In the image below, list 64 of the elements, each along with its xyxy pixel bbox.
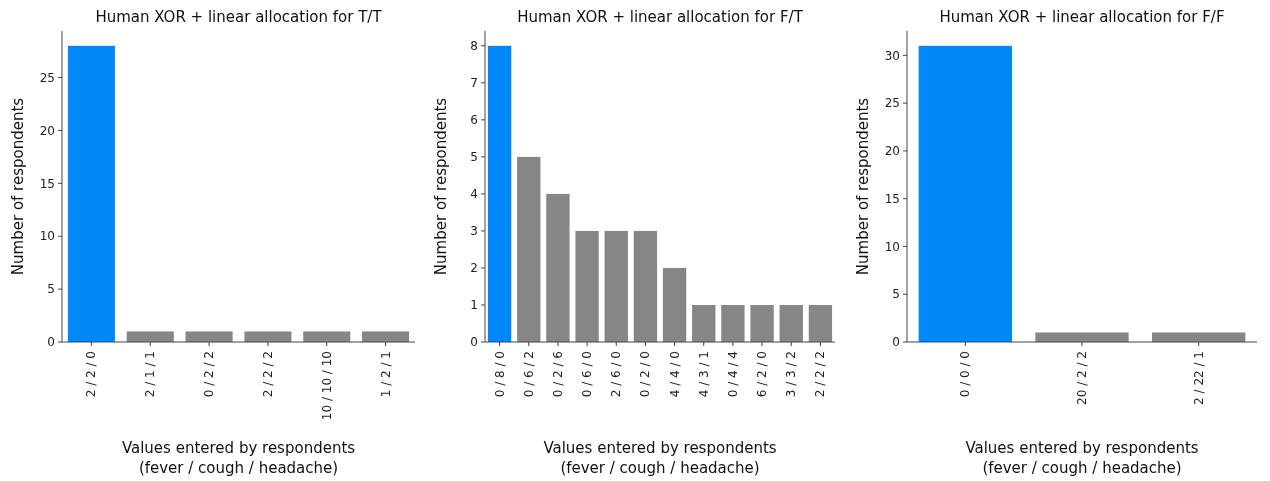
y-tick-label: 7	[470, 76, 478, 91]
y-tick-label: 5	[47, 282, 55, 297]
x-tick-label: 4 / 3 / 1	[696, 351, 711, 398]
bar	[604, 230, 628, 342]
x-tick-label: 0 / 6 / 0	[580, 351, 595, 398]
x-tick-label: 0 / 8 / 0	[492, 351, 507, 398]
x-tick-label: 1 / 2 / 1	[378, 351, 393, 398]
x-tick-label: 0 / 2 / 6	[550, 351, 565, 398]
y-tick-label: 6	[470, 113, 478, 128]
y-axis-title: Number of respondents	[9, 97, 27, 276]
y-axis-title: Number of respondents	[854, 97, 872, 276]
x-tick-label: 2 / 6 / 0	[609, 351, 624, 398]
y-tick-label: 30	[884, 48, 900, 63]
x-tick-label: 2 / 2 / 2	[260, 351, 275, 398]
y-tick-label: 1	[470, 298, 478, 313]
x-axis-title: Values entered by respondents (fever / cough / headache)	[543, 439, 777, 477]
x-tick-label: 0 / 2 / 0	[638, 351, 653, 398]
x-axis-title: Values entered by respondents (fever / cough / headache)	[965, 439, 1199, 477]
y-tick-label: 5	[892, 287, 900, 302]
bar	[517, 156, 541, 342]
y-tick-label: 10	[39, 229, 55, 244]
y-tick-label: 20	[39, 123, 55, 138]
bar	[779, 304, 803, 342]
y-tick-label: 15	[884, 191, 900, 206]
x-tick-label: 2 / 1 / 1	[143, 351, 158, 398]
y-tick-label: 0	[892, 335, 900, 350]
chart-title: Human XOR + linear allocation for T/T	[95, 8, 383, 26]
y-tick-label: 15	[39, 176, 55, 191]
bar	[633, 230, 658, 342]
x-tick-label: 2 / 2 / 2	[813, 351, 828, 398]
y-tick-label: 10	[884, 239, 900, 254]
x-tick-label: 2 / 22 / 1	[1191, 351, 1206, 405]
y-tick-label: 25	[884, 96, 900, 111]
y-tick-label: 4	[470, 187, 478, 202]
y-tick-label: 2	[470, 261, 478, 276]
bar	[750, 304, 774, 342]
y-tick-label: 5	[470, 150, 478, 165]
x-tick-label: 3 / 3 / 2	[784, 351, 799, 398]
x-tick-label: 10 / 10 / 10	[319, 351, 334, 421]
y-tick-label: 0	[470, 335, 478, 350]
y-tick-label: 0	[47, 335, 55, 350]
x-tick-label: 0 / 6 / 2	[521, 351, 536, 398]
y-tick-label: 20	[884, 144, 900, 159]
x-tick-label: 2 / 2 / 0	[84, 351, 99, 398]
y-axis-title: Number of respondents	[432, 97, 450, 276]
chart-title: Human XOR + linear allocation for F/T	[517, 8, 804, 26]
bar	[575, 230, 599, 342]
bar	[662, 267, 687, 342]
bar	[546, 193, 570, 342]
x-tick-label: 4 / 4 / 0	[667, 351, 682, 398]
bar	[721, 304, 745, 342]
x-tick-label: 0 / 4 / 4	[725, 351, 740, 398]
x-axis-title: Values entered by respondents (fever / cough / headache)	[121, 439, 356, 477]
bar	[487, 45, 512, 342]
x-tick-label: 0 / 2 / 2	[202, 351, 217, 398]
x-tick-label: 20 / 2 / 2	[1075, 351, 1089, 405]
chart-title: Human XOR + linear allocation for F/F	[939, 8, 1225, 26]
y-tick-label: 25	[39, 70, 55, 85]
y-tick-label: 3	[470, 224, 478, 239]
bar	[808, 304, 833, 342]
bar	[692, 304, 716, 342]
x-tick-label: 6 / 2 / 0	[755, 351, 770, 398]
y-tick-label: 8	[470, 39, 478, 54]
x-tick-label: 0 / 0 / 0	[958, 351, 973, 398]
